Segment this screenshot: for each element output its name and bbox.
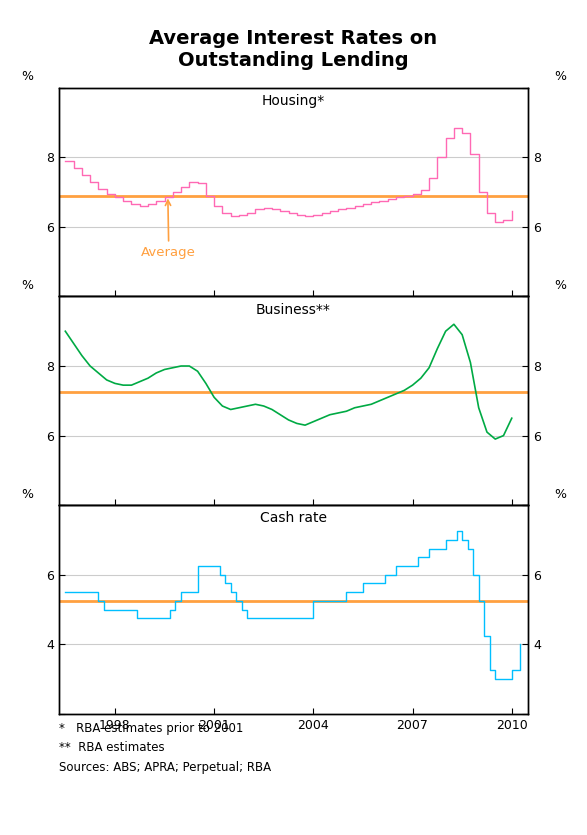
Text: Average: Average <box>141 200 196 260</box>
Text: Business**: Business** <box>256 303 331 316</box>
Text: %: % <box>21 488 33 501</box>
Text: Housing*: Housing* <box>262 94 325 108</box>
Text: Average Interest Rates on
Outstanding Lending: Average Interest Rates on Outstanding Le… <box>150 29 437 70</box>
Text: %: % <box>554 488 566 501</box>
Text: %: % <box>554 279 566 292</box>
Text: *   RBA estimates prior to 2001: * RBA estimates prior to 2001 <box>59 722 243 736</box>
Text: **  RBA estimates: ** RBA estimates <box>59 741 164 755</box>
Text: %: % <box>554 70 566 84</box>
Text: Cash rate: Cash rate <box>260 511 327 525</box>
Text: %: % <box>21 279 33 292</box>
Text: Sources: ABS; APRA; Perpetual; RBA: Sources: ABS; APRA; Perpetual; RBA <box>59 761 271 774</box>
Text: %: % <box>21 70 33 84</box>
